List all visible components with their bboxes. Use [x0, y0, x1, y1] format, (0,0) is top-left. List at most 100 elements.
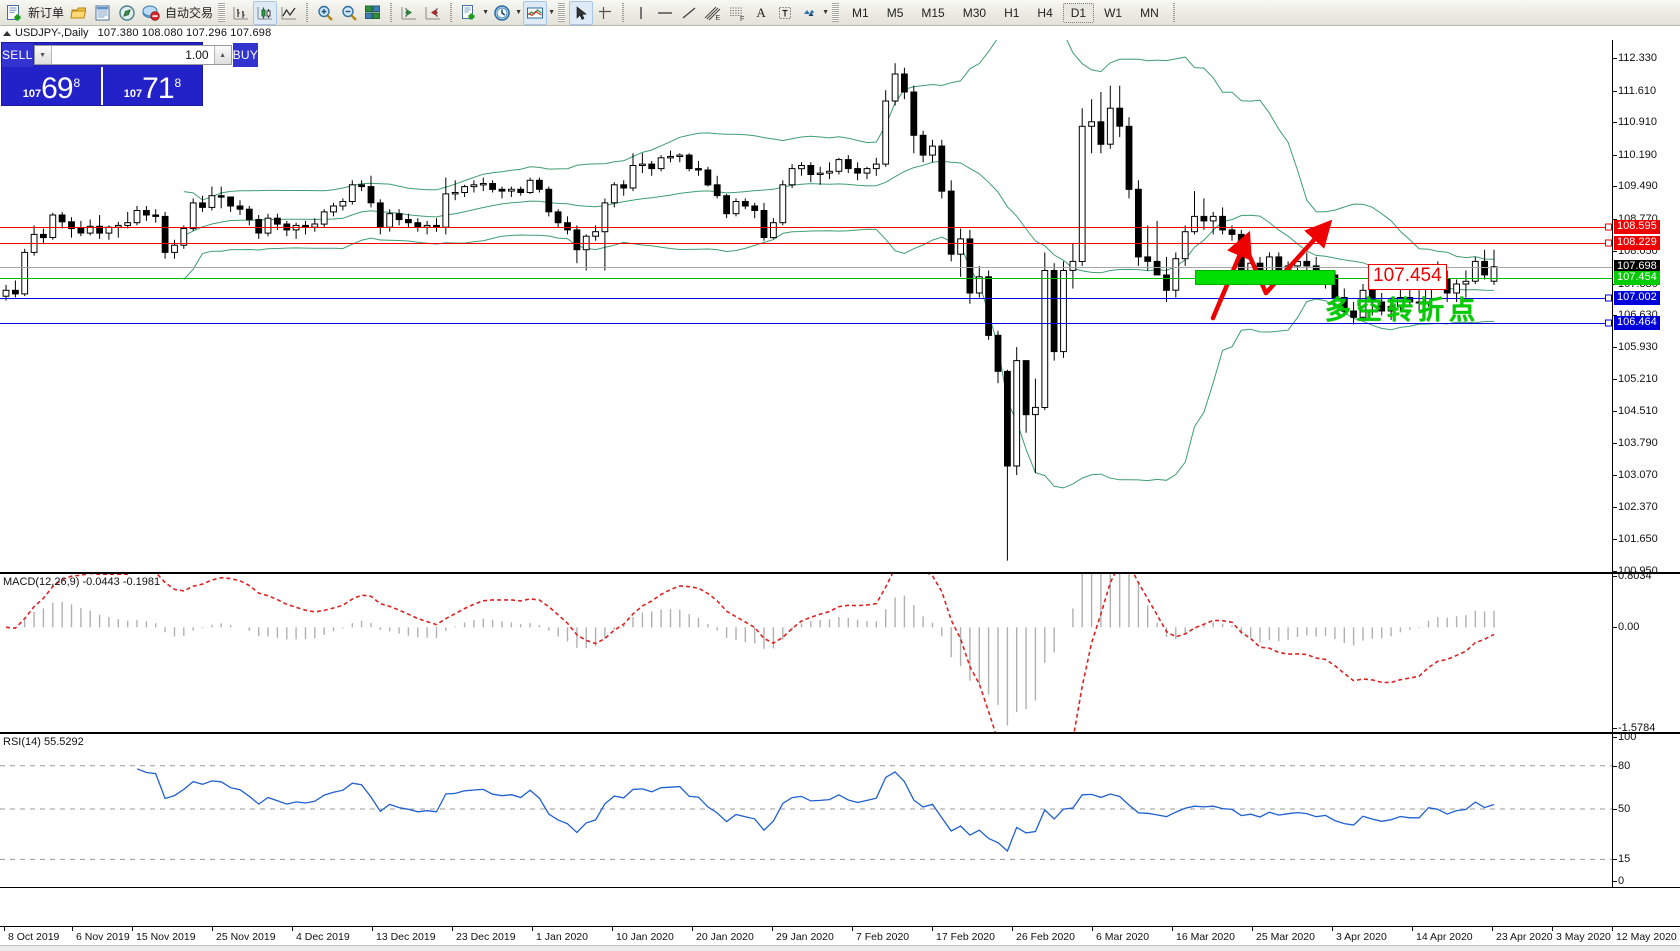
timeframe-m5[interactable]: M5: [886, 5, 904, 20]
period-icon[interactable]: [490, 1, 514, 25]
candle-body: [601, 202, 609, 233]
timeframe-mn[interactable]: MN: [1140, 5, 1159, 20]
period-dropdown-caret[interactable]: ▼: [515, 9, 522, 16]
macd-pane[interactable]: MACD(12,26,9) -0.0443 -0.1981 0.8034 0.00…: [0, 570, 1680, 734]
trendline-icon[interactable]: [677, 1, 701, 25]
rsi-plot[interactable]: [0, 734, 1612, 887]
text-label-icon[interactable]: [773, 1, 797, 25]
sell-button-label[interactable]: SELL: [2, 43, 33, 67]
chart-area[interactable]: 多空转折点 107.454 112.330 111.610 110.910 110.1…: [0, 40, 1680, 926]
candle-body: [741, 201, 749, 207]
timeframe-d1[interactable]: D1: [1062, 2, 1095, 23]
timeframe-h1[interactable]: H1: [1004, 5, 1020, 20]
price-tag-108-595[interactable]: 108.595: [1605, 219, 1660, 234]
timeframe-h4[interactable]: H4: [1037, 5, 1053, 20]
buy-price-button[interactable]: 107 71 8: [103, 67, 202, 105]
one-click-trading-panel[interactable]: SELL ▼ ▲ BUY 107 69 8 107 71 8: [1, 42, 259, 106]
bar-chart-icon[interactable]: [229, 1, 253, 25]
price-tick-103-070: 103.070: [1613, 469, 1658, 482]
price-pane[interactable]: 多空转折点 107.454 112.330 111.610 110.910 110.1…: [0, 40, 1680, 577]
candle-body: [816, 172, 824, 176]
shapes-dropdown-caret[interactable]: ▼: [822, 9, 829, 16]
candle-body: [1004, 370, 1011, 467]
equidistant-channel-icon[interactable]: E: [701, 1, 725, 25]
resistance-line-108-229[interactable]: [0, 243, 1612, 244]
candle-body: [1340, 297, 1348, 312]
buy-button-label[interactable]: BUY: [232, 43, 259, 67]
chart-shift-icon[interactable]: [397, 1, 421, 25]
vertical-line-icon[interactable]: [629, 1, 653, 25]
toolbar-grip-2[interactable]: [558, 3, 566, 22]
price-tag-handle[interactable]: [1605, 223, 1612, 231]
candle-body: [274, 217, 281, 225]
profiles-icon[interactable]: [67, 1, 91, 25]
volume-increase-icon[interactable]: ▲: [213, 46, 231, 64]
autotrading-label[interactable]: 自动交易: [165, 6, 214, 20]
volume-stepper[interactable]: ▼ ▲: [33, 45, 232, 65]
date-tick: 10 Jan 2020: [612, 927, 674, 943]
buy-price-fraction: 8: [174, 76, 182, 90]
volume-input[interactable]: [51, 46, 214, 64]
new-order-label[interactable]: 新订单: [28, 6, 65, 20]
support-line-107-002[interactable]: [0, 298, 1612, 300]
resistance-line-108-595[interactable]: [0, 226, 1612, 228]
rsi-axis[interactable]: 100 80 50 15 0: [1612, 731, 1680, 887]
candle-body: [1209, 215, 1217, 222]
candle-body: [40, 233, 47, 239]
candle-body: [685, 154, 693, 170]
price-tag-108-229[interactable]: 108.229: [1605, 236, 1660, 250]
candle-body: [957, 238, 965, 255]
candle-body: [573, 229, 581, 251]
chart-restore-triangle-icon[interactable]: [3, 31, 11, 36]
fibonacci-icon[interactable]: F: [725, 1, 749, 25]
line-chart-icon[interactable]: [277, 1, 301, 25]
volume-decrease-icon[interactable]: ▼: [34, 46, 52, 64]
toolbar-grip-1[interactable]: [218, 3, 226, 22]
candlestick-chart-icon[interactable]: [253, 0, 278, 25]
autotrading-icon[interactable]: [139, 1, 163, 25]
price-axis[interactable]: 112.330111.610110.910110.190109.490108.7…: [1605, 40, 1680, 577]
macd-axis[interactable]: 0.8034 0.00 -1.5784: [1612, 570, 1680, 734]
macd-plot[interactable]: [0, 574, 1612, 732]
candle-body: [891, 73, 899, 102]
text-icon[interactable]: A: [756, 4, 766, 20]
price-tag-107-002[interactable]: 107.002: [1605, 291, 1660, 306]
tile-windows-icon[interactable]: [361, 1, 385, 25]
price-plot[interactable]: 多空转折点 107.454: [0, 40, 1612, 572]
indicators-dropdown-caret[interactable]: ▼: [548, 9, 555, 16]
templates-dropdown-caret[interactable]: ▼: [482, 9, 489, 16]
crosshair-icon[interactable]: [593, 1, 617, 25]
last-price-line[interactable]: [0, 266, 1612, 268]
cursor-icon[interactable]: [569, 0, 594, 25]
rsi-pane[interactable]: RSI(14) 55.5292 100 80 50 15 0: [0, 731, 1680, 888]
auto-scroll-icon[interactable]: [421, 1, 445, 25]
candle-body: [667, 156, 674, 159]
timeframe-m1[interactable]: M1: [852, 5, 869, 20]
price-tag-106-464[interactable]: 106.464: [1605, 315, 1660, 330]
toolbar-grip-3[interactable]: [832, 3, 840, 22]
pivot-line-107-454[interactable]: [0, 277, 1612, 279]
support-line-106-464[interactable]: [0, 322, 1612, 324]
price-tag-handle[interactable]: [1605, 239, 1612, 247]
navigator-icon[interactable]: [115, 1, 139, 25]
horizontal-line-icon[interactable]: [653, 1, 677, 25]
market-watch-icon[interactable]: [91, 1, 115, 25]
price-tag-handle[interactable]: [1605, 294, 1612, 302]
candle-body: [517, 188, 525, 194]
shapes-icon[interactable]: [797, 1, 821, 25]
new-order-icon[interactable]: [2, 1, 26, 25]
indicators-icon[interactable]: [523, 0, 548, 25]
sell-price-button[interactable]: 107 69 8: [2, 67, 101, 105]
ohlc-close: 107.698: [230, 27, 272, 39]
zoom-in-icon[interactable]: [313, 1, 337, 25]
price-tag-last-107-698[interactable]: 107.698: [1614, 259, 1660, 274]
timeframe-m30[interactable]: M30: [962, 5, 987, 20]
price-tag-107-454[interactable]: 107.454: [1614, 270, 1660, 285]
ohlc-low: 107.296: [186, 27, 228, 39]
timeframe-m15[interactable]: M15: [921, 5, 945, 20]
candle-body: [526, 179, 534, 194]
price-tag-handle[interactable]: [1605, 319, 1612, 327]
templates-icon[interactable]: [457, 1, 481, 25]
zoom-out-icon[interactable]: [337, 1, 361, 25]
timeframe-w1[interactable]: W1: [1104, 5, 1123, 20]
